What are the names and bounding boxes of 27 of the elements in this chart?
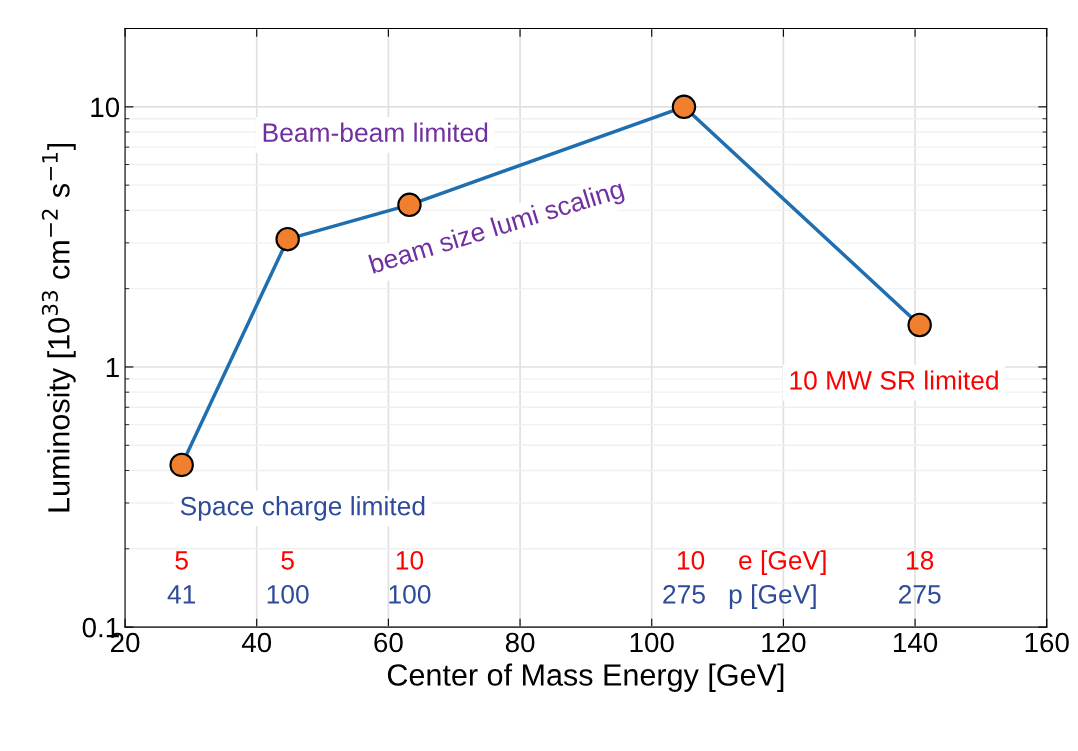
x-tick-label: 120 bbox=[762, 632, 806, 653]
annotation: 100 bbox=[389, 584, 431, 604]
annotation: 5 bbox=[281, 551, 294, 570]
x-tick-label: 100 bbox=[630, 632, 674, 653]
x-tick-label: 40 bbox=[241, 632, 272, 653]
annotation: Beam-beam limited bbox=[263, 122, 488, 142]
annotation: beam size lumi scaling bbox=[368, 178, 626, 279]
annotation: 10 bbox=[677, 550, 705, 570]
y-tick-label: 1 bbox=[106, 357, 119, 378]
y-tick-label: 10 bbox=[91, 97, 120, 118]
annotation: 275 bbox=[898, 584, 941, 604]
x-tick-label: 80 bbox=[505, 632, 535, 653]
annotation: 41 bbox=[167, 585, 196, 604]
annotation: 275 bbox=[663, 584, 705, 604]
x-tick-label: 160 bbox=[1025, 632, 1069, 653]
annotation: Space charge limited bbox=[180, 496, 425, 521]
y-axis-title: Luminosity [10$^{33}$ cm$^{−2}$ s$^{−1}$] bbox=[41, 143, 76, 512]
x-tick-label: 140 bbox=[894, 632, 938, 653]
x-axis-title: Center of Mass Energy [GeV] bbox=[387, 663, 784, 692]
annotation: e [GeV] bbox=[739, 550, 826, 575]
x-tick-label: 60 bbox=[374, 632, 403, 653]
annotation: 100 bbox=[267, 584, 309, 604]
annotation: 5 bbox=[175, 551, 188, 570]
annotation: p [GeV] bbox=[729, 584, 816, 609]
annotation: 18 bbox=[907, 550, 934, 570]
annotation: 10 bbox=[396, 550, 424, 570]
annotation: 10 MW SR limited bbox=[790, 370, 998, 390]
